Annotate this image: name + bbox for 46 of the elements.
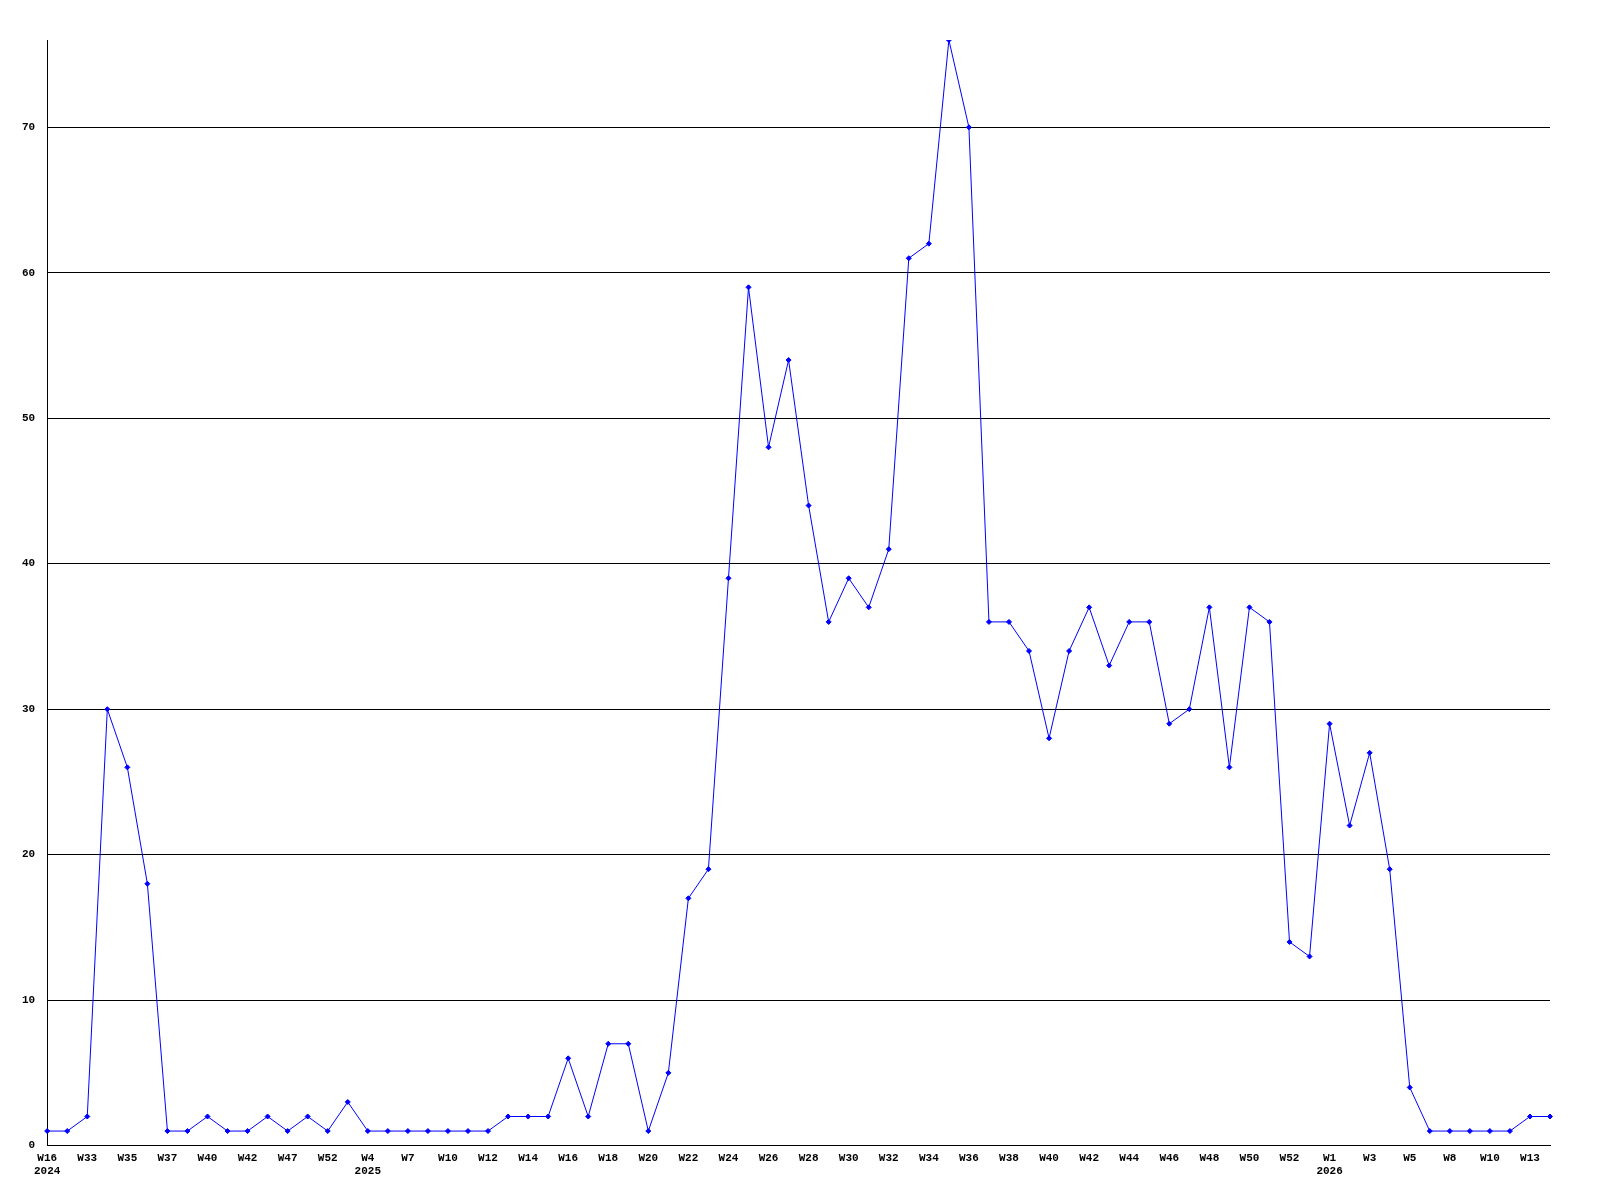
x-tick-label: W12 [478,1151,498,1164]
x-tick-label: W16 2024 [34,1151,61,1178]
x-tick-label: W24 [718,1151,739,1164]
x-tick-label: W42 [1079,1151,1100,1164]
x-tick-label: W16 [558,1151,579,1164]
x-tick-label: W7 [401,1151,415,1164]
x-tick-label: W26 [758,1151,779,1164]
x-tick-label: W40 [1039,1151,1059,1164]
y-tick-label: 60 [22,266,36,279]
x-tick-label: W42 [237,1151,258,1164]
x-tick-label: W47 [277,1151,298,1164]
x-tick-label: W33 [77,1151,98,1164]
x-tick-label: W36 [959,1151,979,1164]
x-tick-label: W34 [918,1151,940,1164]
x-tick-label: W50 [1239,1151,1260,1164]
x-tick-label: W44 [1119,1151,1140,1164]
y-tick-label: 30 [22,702,36,715]
x-tick-label: W20 [638,1151,659,1164]
x-tick-label: W1 2026 [1316,1151,1343,1178]
x-tick-label: W28 [798,1151,819,1164]
x-tick-label: W3 [1363,1151,1377,1164]
x-tick-label: W52 [1279,1151,1300,1164]
x-tick-label: W4 2025 [354,1151,382,1178]
x-tick-label: W35 [117,1151,138,1164]
x-tick-label: W32 [878,1151,899,1164]
y-tick-label: 50 [22,412,36,424]
y-tick-label: 40 [22,557,36,570]
x-tick-label: W38 [999,1151,1020,1164]
y-tick-label: 20 [22,848,36,861]
x-tick-label: W30 [838,1151,859,1164]
x-tick-label: W46 [1159,1151,1180,1164]
x-tick-label: W14 [518,1151,539,1164]
x-tick-label: W18 [598,1151,619,1164]
x-tick-label: W13 [1520,1151,1541,1164]
x-tick-label: W52 [317,1151,338,1164]
x-tick-label: W10 [438,1151,458,1164]
x-tick-label: W37 [157,1151,178,1164]
x-tick-label: W48 [1199,1151,1220,1164]
x-tick-label: W8 [1443,1151,1457,1164]
x-tick-label: W22 [678,1151,699,1164]
y-tick-label: 0 [28,1139,36,1152]
x-tick-label: W5 [1403,1151,1417,1164]
x-tick-label: W10 [1479,1151,1500,1164]
y-tick-label: 70 [22,121,36,134]
y-tick-label: 10 [22,993,36,1006]
x-tick-label: W40 [197,1151,218,1164]
